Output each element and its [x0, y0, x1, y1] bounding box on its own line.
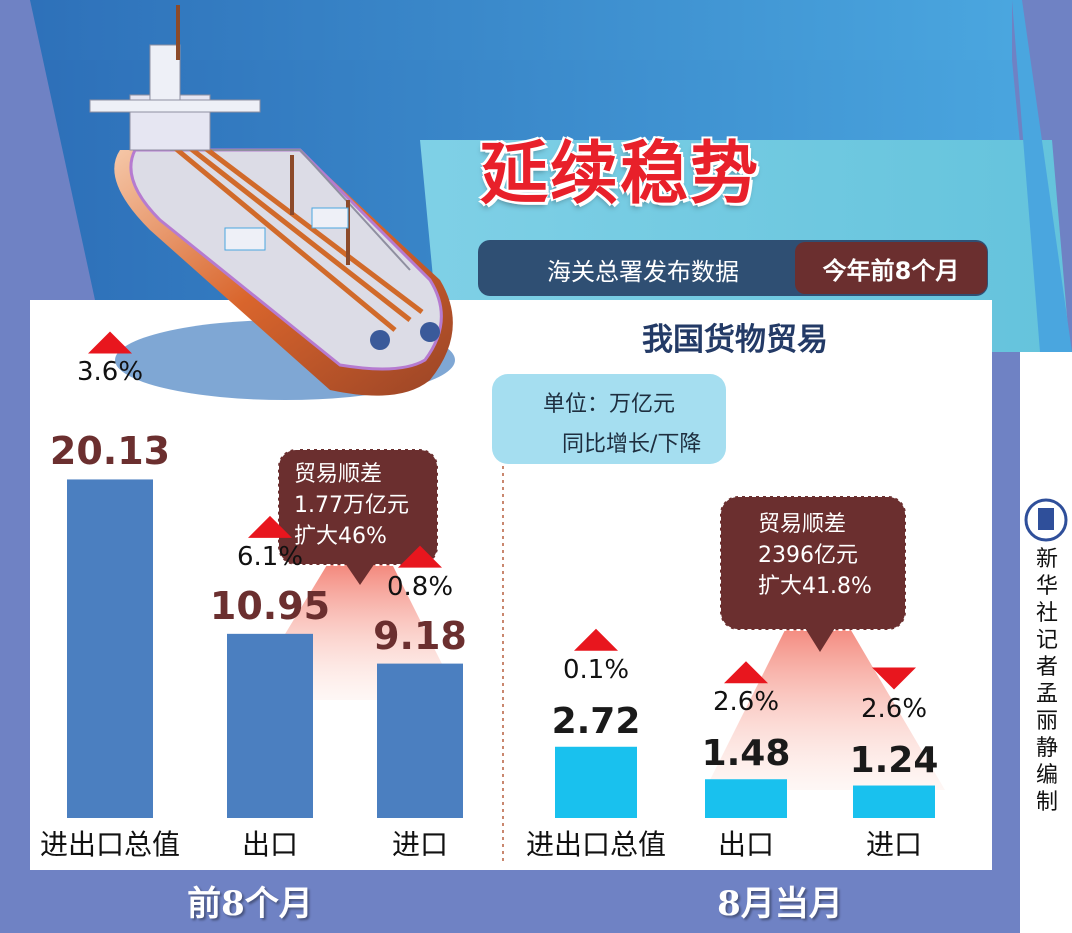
aug-total-bar — [555, 746, 637, 818]
aug-export-up-arrow-icon — [724, 661, 768, 684]
callout-left-line3: 扩大46% — [294, 524, 387, 549]
ytd-export-bar — [227, 633, 313, 818]
ytd-import-category-label: 进口 — [391, 828, 448, 861]
aug-import-bar — [853, 785, 935, 818]
callout-tail-left — [345, 563, 375, 585]
period-badge: 今年前8个月 — [795, 242, 987, 294]
aug-export-value-label: 1.48 — [701, 733, 791, 775]
ytd-import-change-label: 0.8% — [386, 571, 454, 602]
aug-import-change-label: 2.6% — [860, 693, 928, 724]
ytd-export-up-arrow-icon — [248, 515, 292, 538]
credit-strip — [1020, 352, 1072, 933]
ytd-import-value-label: 9.18 — [373, 613, 467, 658]
xinhua-emblem — [1024, 498, 1068, 542]
callout-right-line2: 2396亿元 — [758, 543, 858, 568]
chart-marks — [67, 331, 935, 818]
credit-text: 新华社记者 孟丽静编制 — [1035, 547, 1058, 815]
legend-label: 同比增长/下降 — [562, 432, 702, 457]
chart-subtitle: 我国货物贸易 — [642, 322, 828, 358]
ytd-export-change-label: 6.1% — [236, 541, 304, 572]
ytd-export-category-label: 出口 — [241, 828, 298, 861]
section-title-left: 前8个月 — [187, 884, 313, 924]
ytd-export-value-label: 10.95 — [209, 583, 331, 628]
ytd-import-bar — [377, 663, 463, 818]
aug-total-category-label: 进出口总值 — [525, 828, 666, 861]
callout-left-text: 贸易顺差 1.77万亿元 扩大46% — [294, 459, 409, 552]
aug-total-change-label: 0.1% — [562, 654, 630, 685]
ship-illustration — [89, 5, 455, 400]
aug-export-change-label: 2.6% — [712, 687, 780, 718]
unit-label: 单位：万亿元 — [542, 392, 675, 417]
source-label: 海关总署发布数据 — [547, 258, 739, 286]
callout-right-text: 贸易顺差 2396亿元 扩大41.8% — [758, 509, 872, 602]
callout-left-line2: 1.77万亿元 — [294, 493, 409, 518]
aug-import-value-label: 1.24 — [849, 739, 939, 781]
aug-export-bar — [705, 779, 787, 818]
ytd-total-change-label: 3.6% — [76, 357, 144, 388]
main-title: 延续稳势 — [479, 134, 760, 214]
aug-import-down-arrow-icon — [872, 667, 916, 690]
callout-tail-right — [805, 628, 835, 652]
ytd-total-category-label: 进出口总值 — [39, 828, 180, 861]
callout-left-line1: 贸易顺差 — [294, 462, 383, 487]
left-wedge — [0, 0, 95, 300]
ytd-total-value-label: 20.13 — [49, 429, 171, 474]
callout-cone-right — [705, 620, 945, 790]
aug-total-up-arrow-icon — [574, 628, 618, 651]
legend-box — [492, 374, 726, 464]
callout-right-line1: 贸易顺差 — [758, 512, 847, 537]
aug-total-value-label: 2.72 — [551, 700, 641, 742]
aug-export-category-label: 出口 — [717, 828, 774, 861]
right-strip — [992, 352, 1020, 912]
aug-import-category-label: 进口 — [865, 828, 922, 861]
ytd-import-up-arrow-icon — [398, 545, 442, 568]
sky-top — [1012, 0, 1072, 352]
callout-right-line3: 扩大41.8% — [758, 574, 872, 599]
section-title-right: 8月当月 — [717, 884, 843, 924]
ytd-total-bar — [67, 479, 153, 818]
ytd-total-up-arrow-icon — [88, 331, 132, 354]
